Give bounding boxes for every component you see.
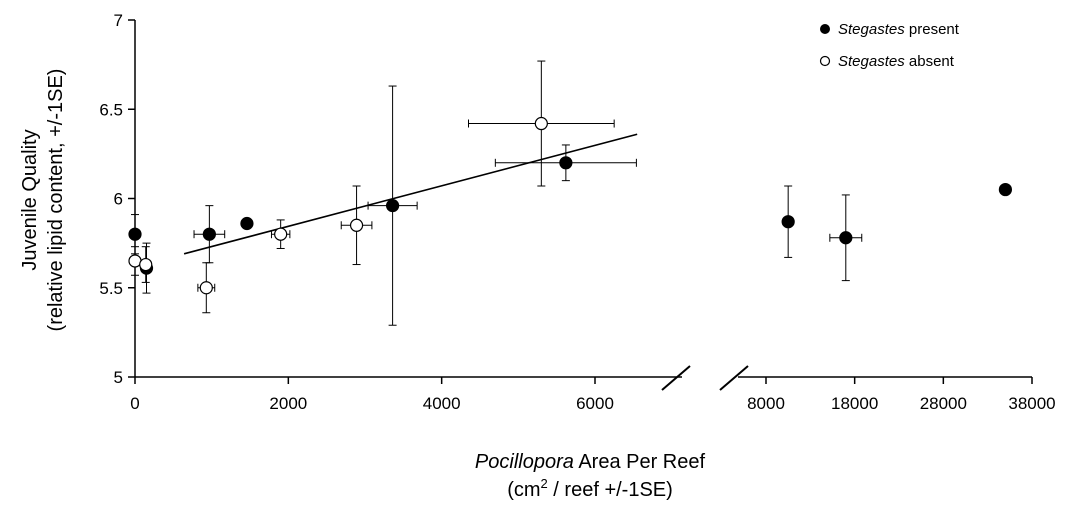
data-point-absent bbox=[274, 227, 288, 241]
y-axis-ticks: 5 5.5 6 6.5 7 bbox=[99, 11, 135, 387]
x-tick-label: 28000 bbox=[920, 394, 967, 413]
data-point-absent bbox=[534, 116, 548, 131]
trendline-group bbox=[183, 133, 638, 255]
data-point-present bbox=[998, 182, 1013, 197]
x-tick-label: 18000 bbox=[831, 394, 878, 413]
data-point-absent bbox=[349, 218, 364, 232]
x-tick-label: 6000 bbox=[576, 394, 614, 413]
legend-label-present: Stegastes present bbox=[838, 21, 960, 38]
y-tick-label: 6 bbox=[114, 190, 123, 209]
legend-present-italic: Stegastes bbox=[838, 21, 905, 38]
y-axis-title: Juvenile Quality (relative lipid content… bbox=[19, 69, 67, 332]
data-points bbox=[128, 116, 1013, 295]
y-tick-label: 7 bbox=[114, 11, 123, 30]
x-axis-title-line1: Pocillopora Area Per Reef bbox=[475, 451, 706, 473]
x-axis-title-superscript: 2 bbox=[541, 476, 548, 491]
y-tick-label: 5.5 bbox=[99, 279, 123, 298]
legend: Stegastes present Stegastes absent bbox=[819, 21, 960, 70]
data-point-absent bbox=[139, 257, 153, 272]
x-axis-title-line2: (cm2 / reef +/-1SE) bbox=[507, 476, 673, 501]
x-tick-label: 4000 bbox=[423, 394, 461, 413]
axis-break-mark-right bbox=[719, 365, 749, 391]
legend-marker-filled bbox=[820, 24, 830, 34]
x-tick-label: 0 bbox=[130, 394, 139, 413]
data-point-present bbox=[559, 156, 573, 170]
axes bbox=[134, 20, 1032, 391]
legend-marker-open bbox=[819, 55, 831, 67]
y-tick-label: 5 bbox=[114, 368, 123, 387]
data-point-present bbox=[128, 227, 142, 241]
data-point-present bbox=[781, 215, 795, 229]
x-axis-title-italic: Pocillopora bbox=[475, 451, 574, 473]
legend-present-rest: present bbox=[905, 21, 960, 38]
x-axis-ticks: 0 2000 4000 6000 8000 18000 28000 38000 bbox=[130, 377, 1056, 413]
y-tick-label: 6.5 bbox=[99, 100, 123, 119]
legend-label-absent: Stegastes absent bbox=[838, 53, 955, 70]
x-tick-label: 38000 bbox=[1008, 394, 1055, 413]
data-point-present bbox=[386, 199, 400, 213]
trendline bbox=[183, 133, 638, 255]
y-axis-title-line2: (relative lipid content, +/-1SE) bbox=[45, 69, 67, 332]
error-bars bbox=[131, 60, 863, 326]
y-axis-title-line1: Juvenile Quality bbox=[19, 129, 41, 270]
x-tick-label: 8000 bbox=[747, 394, 785, 413]
legend-absent-italic: Stegastes bbox=[838, 53, 905, 70]
x-axis-title-suffix: / reef +/-1SE) bbox=[548, 479, 673, 501]
axis-break-mark-left bbox=[661, 365, 691, 391]
x-axis-title-prefix: (cm bbox=[507, 479, 540, 501]
x-tick-label: 2000 bbox=[269, 394, 307, 413]
data-point-present bbox=[202, 227, 216, 241]
data-point-present bbox=[839, 231, 853, 245]
legend-absent-rest: absent bbox=[905, 53, 955, 70]
data-point-present bbox=[240, 216, 254, 231]
data-point-absent bbox=[199, 281, 213, 295]
x-axis-title-rest: Area Per Reef bbox=[574, 451, 706, 473]
